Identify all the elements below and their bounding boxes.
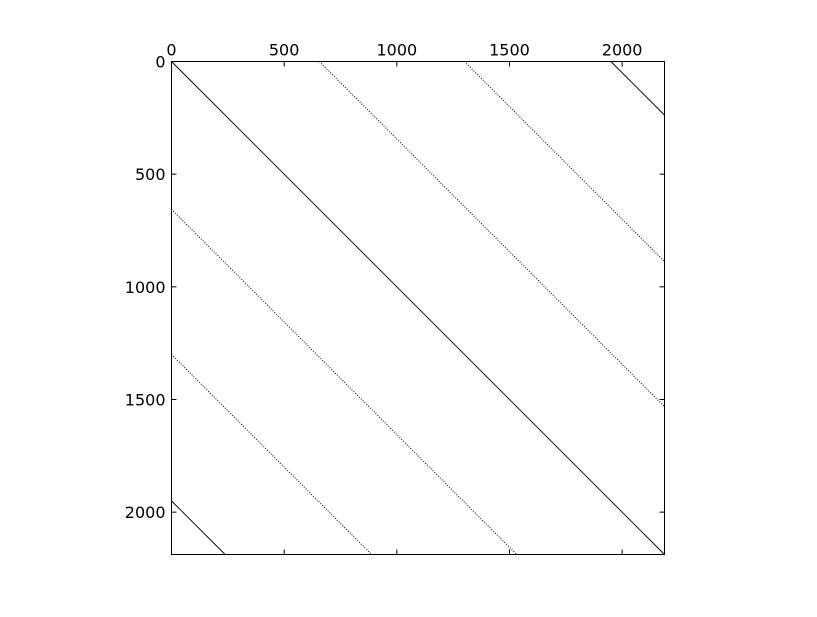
diagonal-band-3: [464, 61, 665, 262]
y-tick-label: 2000: [125, 503, 166, 522]
diagonal-band-5: [171, 208, 518, 555]
diagonal-band-6: [171, 354, 372, 555]
diagonal-band-1: [171, 61, 665, 555]
plot-frame: [171, 61, 665, 555]
y-tick-label: 500: [135, 165, 166, 184]
x-tick-label: 0: [166, 41, 176, 60]
x-tick-label: 2000: [602, 41, 643, 60]
diagonal-band-4: [610, 61, 665, 116]
x-axis-ticks: 0 500 1000 1500 2000: [166, 41, 642, 555]
y-axis-ticks: 0 500 1000 1500 2000: [125, 53, 665, 522]
diagonal-band-7: [171, 500, 226, 555]
y-tick-label: 1500: [125, 390, 166, 409]
x-tick-label: 1000: [376, 41, 417, 60]
y-tick-label: 0: [155, 53, 165, 72]
y-tick-label: 1000: [125, 278, 166, 297]
x-tick-label: 1500: [489, 41, 530, 60]
diagonal-bands: [171, 61, 665, 555]
x-tick-label: 500: [269, 41, 300, 60]
diagonal-band-2: [318, 61, 665, 408]
